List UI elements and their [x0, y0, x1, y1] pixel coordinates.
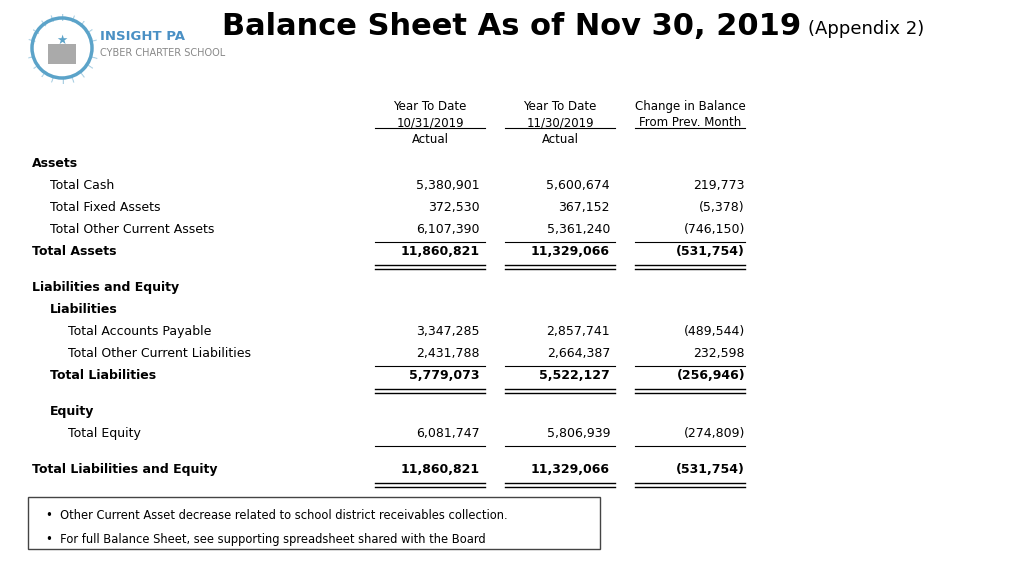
- Text: 11,329,066: 11,329,066: [531, 245, 610, 258]
- Text: 367,152: 367,152: [558, 201, 610, 214]
- Text: •  For full Balance Sheet, see supporting spreadsheet shared with the Board: • For full Balance Sheet, see supporting…: [46, 533, 485, 546]
- Text: Assets: Assets: [32, 157, 78, 170]
- Text: |: |: [86, 26, 93, 33]
- Text: Liabilities and Equity: Liabilities and Equity: [32, 281, 179, 294]
- Text: (256,946): (256,946): [677, 369, 745, 382]
- Text: 5,380,901: 5,380,901: [417, 179, 480, 192]
- Text: |: |: [49, 75, 53, 83]
- Text: INSIGHT PA: INSIGHT PA: [100, 30, 185, 43]
- Text: 6,107,390: 6,107,390: [417, 223, 480, 236]
- Text: (5,378): (5,378): [699, 201, 745, 214]
- Text: |: |: [71, 13, 75, 20]
- Text: Total Assets: Total Assets: [32, 245, 117, 258]
- Text: (531,754): (531,754): [676, 463, 745, 476]
- Text: 2,431,788: 2,431,788: [417, 347, 480, 360]
- Text: Balance Sheet As of Nov 30, 2019: Balance Sheet As of Nov 30, 2019: [222, 12, 801, 41]
- Text: 6,081,747: 6,081,747: [417, 427, 480, 440]
- Text: (Appendix 2): (Appendix 2): [808, 20, 925, 38]
- Text: |: |: [49, 13, 53, 20]
- Text: 2,857,741: 2,857,741: [547, 325, 610, 338]
- Text: Total Cash: Total Cash: [50, 179, 115, 192]
- Text: |: |: [31, 26, 38, 33]
- Text: Change in Balance: Change in Balance: [635, 100, 745, 113]
- Text: 372,530: 372,530: [428, 201, 480, 214]
- Text: |: |: [27, 55, 34, 59]
- FancyBboxPatch shape: [28, 497, 600, 549]
- Text: Year To Date: Year To Date: [523, 100, 597, 113]
- Text: Total Other Current Assets: Total Other Current Assets: [50, 223, 214, 236]
- Text: 11,329,066: 11,329,066: [531, 463, 610, 476]
- Text: (274,809): (274,809): [684, 427, 745, 440]
- Text: Equity: Equity: [50, 405, 94, 418]
- Text: Total Other Current Liabilities: Total Other Current Liabilities: [68, 347, 251, 360]
- Text: 5,522,127: 5,522,127: [540, 369, 610, 382]
- Text: Total Accounts Payable: Total Accounts Payable: [68, 325, 211, 338]
- Text: (746,150): (746,150): [684, 223, 745, 236]
- Text: 5,600,674: 5,600,674: [547, 179, 610, 192]
- Text: Liabilities: Liabilities: [50, 303, 118, 316]
- Text: 5,779,073: 5,779,073: [410, 369, 480, 382]
- Text: |: |: [90, 55, 97, 59]
- Text: Total Liabilities and Equity: Total Liabilities and Equity: [32, 463, 217, 476]
- Text: 5,361,240: 5,361,240: [547, 223, 610, 236]
- Text: 5,806,939: 5,806,939: [547, 427, 610, 440]
- Text: •  Other Current Asset decrease related to school district receivables collectio: • Other Current Asset decrease related t…: [46, 509, 508, 522]
- Text: Actual: Actual: [412, 133, 449, 146]
- Text: |: |: [90, 37, 97, 41]
- Text: CYBER CHARTER SCHOOL: CYBER CHARTER SCHOOL: [100, 48, 225, 58]
- Text: 232,598: 232,598: [693, 347, 745, 360]
- Text: (531,754): (531,754): [676, 245, 745, 258]
- Text: Year To Date: Year To Date: [393, 100, 467, 113]
- FancyBboxPatch shape: [48, 44, 76, 64]
- Text: |: |: [71, 75, 75, 83]
- Text: ★: ★: [56, 33, 68, 47]
- Text: Total Liabilities: Total Liabilities: [50, 369, 156, 382]
- Text: |: |: [79, 18, 85, 25]
- Text: 2,664,387: 2,664,387: [547, 347, 610, 360]
- Text: |: |: [79, 71, 85, 78]
- Text: From Prev. Month: From Prev. Month: [639, 116, 741, 129]
- Text: Total Equity: Total Equity: [68, 427, 141, 440]
- Text: |: |: [60, 12, 63, 18]
- Text: Total Fixed Assets: Total Fixed Assets: [50, 201, 161, 214]
- Text: |: |: [39, 71, 45, 78]
- Text: Actual: Actual: [542, 133, 579, 146]
- Text: |: |: [60, 78, 63, 85]
- Text: (489,544): (489,544): [684, 325, 745, 338]
- Text: |: |: [39, 18, 45, 25]
- Text: 3,347,285: 3,347,285: [417, 325, 480, 338]
- Text: 11,860,821: 11,860,821: [400, 463, 480, 476]
- Text: 10/31/2019: 10/31/2019: [396, 116, 464, 129]
- Text: 11,860,821: 11,860,821: [400, 245, 480, 258]
- Text: 11/30/2019: 11/30/2019: [526, 116, 594, 129]
- Text: |: |: [27, 37, 34, 41]
- Text: |: |: [86, 63, 93, 69]
- Text: |: |: [31, 63, 38, 69]
- Text: 219,773: 219,773: [693, 179, 745, 192]
